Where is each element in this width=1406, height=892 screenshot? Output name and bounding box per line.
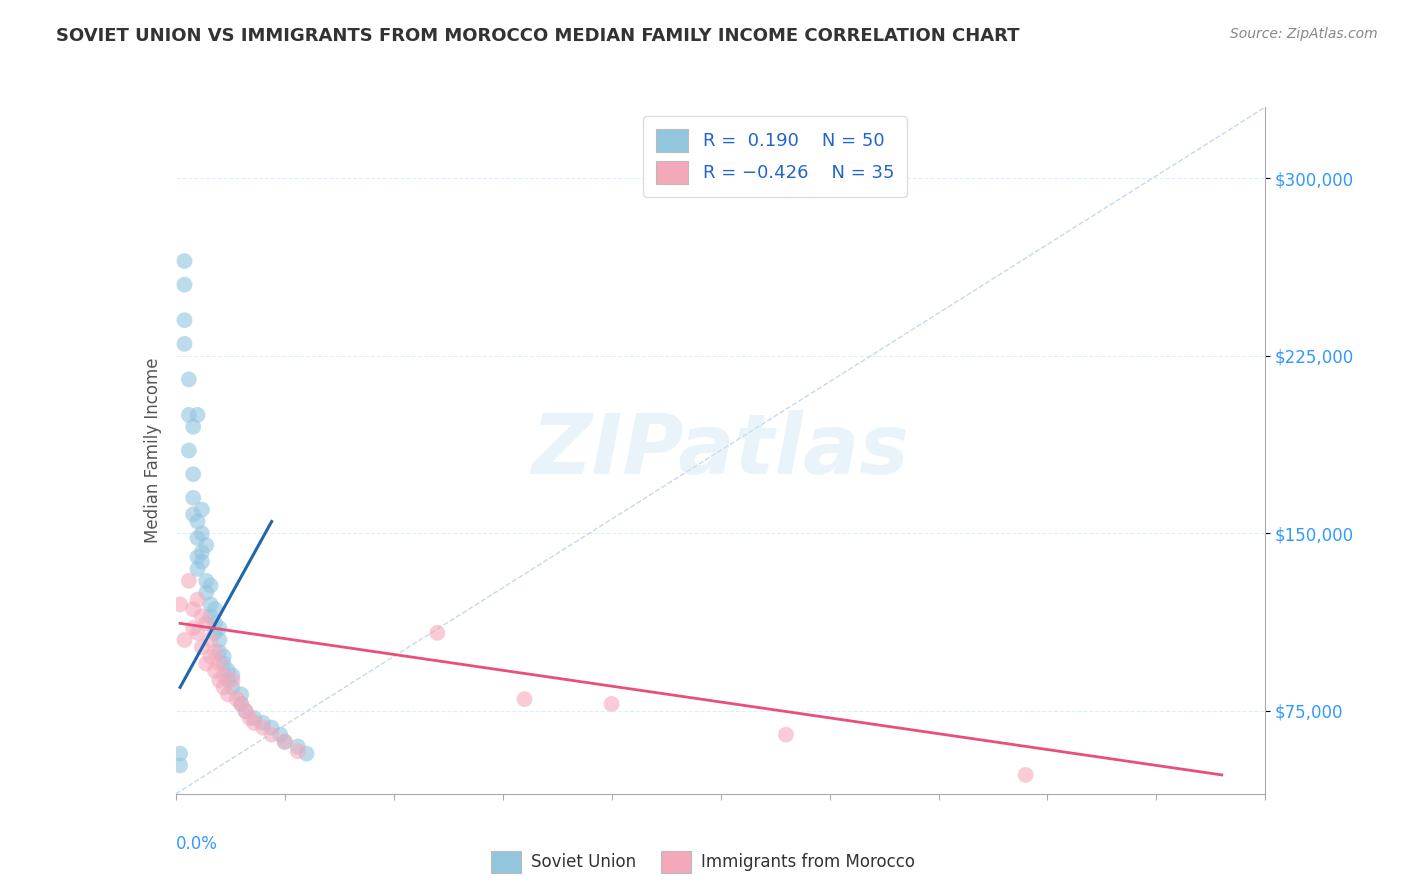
Point — [274, 735, 297, 749]
Point — [217, 673, 239, 688]
Point — [212, 681, 235, 695]
Point — [173, 632, 195, 647]
Point — [173, 337, 195, 351]
Point — [181, 508, 204, 522]
Legend: Soviet Union, Immigrants from Morocco: Soviet Union, Immigrants from Morocco — [484, 845, 922, 880]
Point — [239, 711, 262, 725]
Point — [235, 704, 257, 718]
Point — [191, 609, 214, 624]
Point — [181, 467, 204, 482]
Point — [186, 562, 209, 576]
Point — [260, 728, 283, 742]
Text: 0.0%: 0.0% — [176, 835, 218, 853]
Point — [186, 549, 209, 564]
Point — [191, 502, 214, 516]
Point — [169, 598, 191, 612]
Point — [195, 574, 218, 588]
Point — [186, 625, 209, 640]
Point — [200, 609, 222, 624]
Point — [208, 645, 231, 659]
Point — [186, 531, 209, 545]
Point — [177, 443, 200, 458]
Point — [287, 739, 309, 754]
Point — [221, 668, 243, 682]
Point — [181, 621, 204, 635]
Point — [177, 408, 200, 422]
Point — [252, 715, 274, 730]
Point — [208, 657, 231, 671]
Text: Source: ZipAtlas.com: Source: ZipAtlas.com — [1230, 27, 1378, 41]
Point — [195, 657, 218, 671]
Point — [243, 711, 266, 725]
Point — [231, 697, 253, 711]
Point — [204, 645, 226, 659]
Point — [252, 721, 274, 735]
Point — [204, 602, 226, 616]
Text: ZIPatlas: ZIPatlas — [531, 410, 910, 491]
Point — [212, 668, 235, 682]
Point — [208, 621, 231, 635]
Point — [274, 735, 297, 749]
Point — [181, 602, 204, 616]
Point — [231, 687, 253, 701]
Point — [513, 692, 536, 706]
Point — [186, 515, 209, 529]
Point — [177, 574, 200, 588]
Point — [200, 598, 222, 612]
Point — [426, 625, 449, 640]
Point — [243, 715, 266, 730]
Point — [295, 747, 318, 761]
Point — [212, 657, 235, 671]
Point — [169, 758, 191, 772]
Point — [177, 372, 200, 386]
Point — [195, 616, 218, 631]
Point — [231, 697, 253, 711]
Point — [181, 491, 204, 505]
Point — [221, 681, 243, 695]
Point — [775, 728, 797, 742]
Point — [191, 526, 214, 541]
Point — [195, 538, 218, 552]
Point — [186, 592, 209, 607]
Point — [212, 649, 235, 664]
Point — [225, 692, 247, 706]
Point — [173, 254, 195, 268]
Point — [195, 585, 218, 599]
Point — [191, 640, 214, 654]
Point — [208, 632, 231, 647]
Point — [1015, 768, 1038, 782]
Point — [269, 728, 291, 742]
Point — [200, 632, 222, 647]
Point — [191, 545, 214, 559]
Point — [200, 649, 222, 664]
Point — [181, 419, 204, 434]
Point — [221, 673, 243, 688]
Legend: R =  0.190    N = 50, R = −0.426    N = 35: R = 0.190 N = 50, R = −0.426 N = 35 — [643, 116, 907, 197]
Text: SOVIET UNION VS IMMIGRANTS FROM MOROCCO MEDIAN FAMILY INCOME CORRELATION CHART: SOVIET UNION VS IMMIGRANTS FROM MOROCCO … — [56, 27, 1019, 45]
Point — [204, 616, 226, 631]
Point — [217, 664, 239, 678]
Point — [287, 744, 309, 758]
Point — [208, 673, 231, 688]
Point — [600, 697, 623, 711]
Y-axis label: Median Family Income: Median Family Income — [143, 358, 162, 543]
Point — [169, 747, 191, 761]
Point — [186, 408, 209, 422]
Point — [204, 664, 226, 678]
Point — [173, 313, 195, 327]
Point — [191, 555, 214, 569]
Point — [217, 687, 239, 701]
Point — [235, 704, 257, 718]
Point — [173, 277, 195, 292]
Point — [260, 721, 283, 735]
Point — [204, 625, 226, 640]
Point — [200, 578, 222, 592]
